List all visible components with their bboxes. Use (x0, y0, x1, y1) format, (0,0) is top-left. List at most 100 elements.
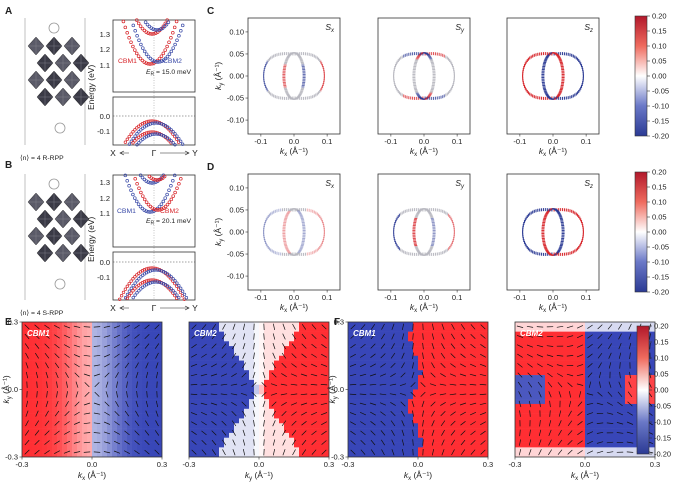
spin-vector (380, 363, 386, 368)
spin-vector (470, 440, 476, 446)
valence-point (135, 137, 139, 141)
valence-point (167, 128, 171, 132)
spin-vector (253, 420, 255, 427)
spin-vector (310, 363, 318, 368)
spin-xlabel: kx (Å⁻¹) (280, 302, 308, 314)
band-point (157, 178, 161, 182)
spin-vector (124, 420, 130, 426)
spin-vector (310, 373, 318, 377)
spin-vector (548, 449, 552, 456)
spin-vector (460, 324, 466, 330)
band-point (174, 19, 179, 24)
spin-vector (220, 393, 228, 396)
spin-vector (607, 402, 613, 406)
band-point (152, 207, 156, 211)
spin-vector (567, 382, 573, 388)
spin-vector (210, 373, 218, 377)
spin-vector (321, 334, 327, 339)
spin-vector (54, 440, 60, 445)
spin-vector (242, 420, 246, 427)
spin-vector (191, 334, 197, 339)
valence-point (125, 284, 129, 288)
band-point (146, 31, 150, 35)
spin-vector (282, 439, 286, 446)
ytick-b-1.3: 1.3 (100, 178, 110, 187)
spin-xtick: -0.1 (384, 293, 397, 302)
band-point (152, 181, 156, 185)
spin-vector (450, 343, 456, 349)
spin-vector (200, 373, 208, 377)
spin-vector (83, 402, 91, 406)
spin-vector (135, 362, 139, 369)
spin-vector (54, 420, 60, 426)
spin-vector (311, 449, 317, 455)
spin-vector (134, 324, 140, 329)
colorbar-tick: -0.20 (654, 450, 671, 459)
spin-vector (629, 371, 631, 379)
spin-vector (469, 402, 477, 406)
spin-vector (113, 450, 121, 454)
band-point (154, 60, 158, 64)
valence-point (133, 134, 137, 138)
spin-vector (608, 343, 612, 350)
spin-vector (311, 440, 317, 446)
texture-heatmap (22, 322, 162, 457)
spin-vector (242, 449, 246, 456)
spin-vector (282, 449, 286, 456)
spin-xtick: -0.1 (384, 137, 397, 146)
spin-vector (263, 333, 265, 340)
valence-point (144, 279, 148, 283)
spin-vector (460, 430, 466, 436)
band-point (139, 190, 143, 195)
spin-vector (527, 353, 533, 358)
spin-vector (549, 410, 551, 417)
spin-vector (211, 421, 217, 426)
spin-vector (135, 410, 139, 417)
spin-vector (360, 324, 366, 330)
spin-vector (282, 429, 286, 436)
spin-vector (154, 343, 160, 349)
spin-ytick: 0.05 (229, 49, 244, 58)
spin-vector (359, 373, 367, 377)
band-point (165, 54, 170, 59)
spin-vector (470, 333, 476, 339)
spin-vector (381, 449, 385, 456)
band-point (127, 36, 131, 40)
spin-vector (301, 449, 307, 455)
spin-vector (566, 373, 574, 377)
spin-vector (66, 381, 68, 388)
spin-vector (422, 333, 424, 340)
spin-vector (379, 383, 387, 386)
spin-vector (479, 373, 487, 377)
spin-vector (84, 382, 90, 388)
colorbar-tick: 0.10 (652, 42, 667, 51)
spin-vector (370, 421, 376, 426)
spin-vector (450, 363, 456, 368)
spin-vector (548, 420, 552, 427)
valence-point (133, 287, 137, 291)
band-point (162, 174, 167, 179)
spin-vector (479, 412, 487, 416)
spin-vector (83, 422, 91, 425)
spin-vector (115, 372, 119, 378)
spin-vector (64, 430, 70, 435)
spin-vector (648, 371, 652, 379)
spin-vector (54, 343, 60, 349)
spin-vector (349, 393, 357, 395)
band-point (159, 54, 164, 58)
spin-vector (517, 381, 523, 388)
spin-vector (253, 410, 255, 417)
spin-vector (115, 401, 119, 407)
texture-title: CBM1 (353, 329, 376, 338)
spin-vector (586, 421, 594, 425)
spin-vector (576, 383, 584, 386)
spin-vector (134, 430, 140, 436)
spin-vector (281, 420, 287, 427)
spin-vector (536, 354, 544, 358)
spin-vector (557, 449, 563, 455)
spin-vector (45, 410, 49, 417)
spin-xtick: 0.1 (322, 137, 332, 146)
spin-xlabel: kx (Å⁻¹) (280, 146, 308, 158)
spin-vector (421, 400, 425, 408)
valence-point (142, 121, 147, 125)
